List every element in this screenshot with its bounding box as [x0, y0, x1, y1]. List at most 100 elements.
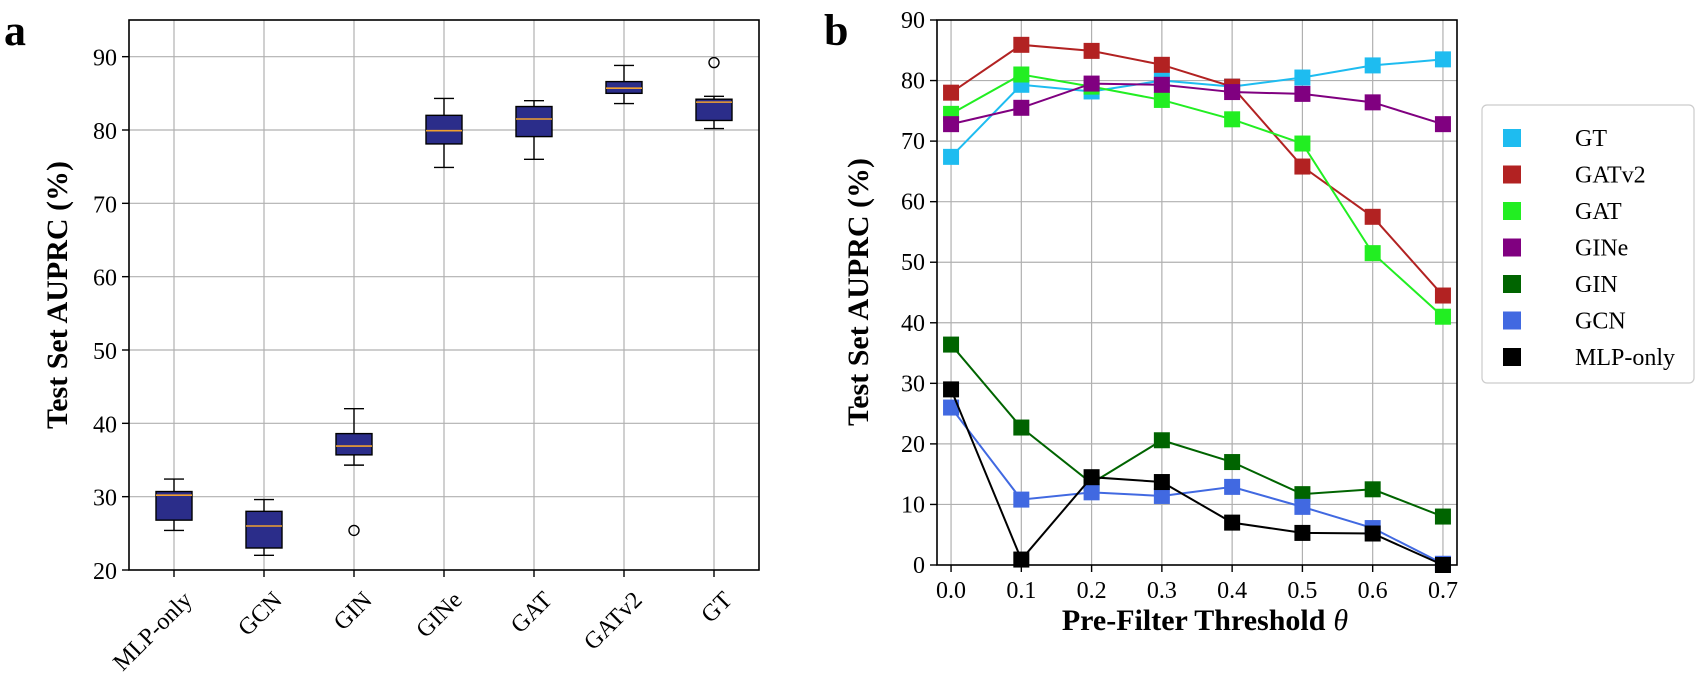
box-body	[515, 105, 553, 138]
y-tick-label: 70	[93, 192, 117, 218]
data-point	[1434, 508, 1451, 525]
legend-swatch	[1503, 348, 1521, 366]
legend-item-gcn: GCN	[1503, 309, 1626, 335]
box-mlp-only	[155, 478, 193, 532]
data-point	[1294, 524, 1311, 541]
panel-a-boxes	[155, 56, 733, 557]
y-tick-label: 40	[93, 412, 117, 438]
data-point	[1434, 308, 1451, 325]
data-point	[1153, 432, 1170, 449]
series-gcn	[943, 399, 1451, 572]
data-point	[1224, 111, 1241, 128]
series-line	[950, 58, 1444, 158]
panel-a-y-axis-title: Test Set AUPRC (%)	[41, 161, 74, 429]
data-point	[1224, 478, 1241, 495]
legend-frame	[1481, 104, 1695, 384]
outlier-point	[348, 524, 360, 537]
legend-swatch	[1503, 311, 1521, 330]
y-tick-label: 20	[93, 559, 117, 585]
data-point	[1153, 91, 1170, 108]
y-tick-label: 40	[901, 311, 925, 337]
box-gatv2	[605, 64, 643, 105]
legend-swatch	[1503, 165, 1521, 184]
box-body	[155, 490, 193, 521]
panel-b-x-axis-title: Pre-Filter Threshold θ	[1062, 604, 1349, 637]
series-gt	[943, 51, 1451, 165]
data-point	[1364, 481, 1381, 498]
y-tick-label: 30	[901, 371, 925, 397]
data-point	[1364, 208, 1381, 225]
panel-b-y-ticks: 0 10 20 30 40 50 60 70 80 90	[901, 8, 937, 579]
data-point	[1294, 135, 1311, 152]
data-point	[1434, 51, 1451, 68]
data-point	[1294, 498, 1311, 515]
data-point	[1153, 56, 1170, 73]
panel-b-x-ticks: 0.0 0.1 0.2 0.3 0.4 0.5 0.6 0.7	[936, 565, 1458, 604]
data-point	[1153, 76, 1170, 93]
box-body	[335, 432, 373, 456]
data-point	[1013, 419, 1030, 436]
data-point	[1364, 94, 1381, 111]
legend-label: GT	[1575, 126, 1607, 152]
data-point	[1013, 36, 1030, 53]
series-line	[950, 343, 1444, 518]
series-line	[950, 82, 1444, 126]
data-point	[1083, 75, 1100, 92]
y-tick-label: 90	[93, 46, 117, 72]
legend-swatch	[1503, 275, 1521, 293]
legend-item-gt: GT	[1503, 126, 1607, 152]
panel-b-y-axis-title: Test Set AUPRC (%)	[842, 158, 875, 426]
panel-b-x-axis-title-text: Pre-Filter Threshold	[1062, 604, 1326, 637]
panel-b-x-axis-theta: θ	[1333, 604, 1348, 637]
legend-label: GAT	[1575, 199, 1622, 225]
legend-label: GCN	[1575, 309, 1626, 335]
legend-item-mlp-only: MLP-only	[1503, 345, 1675, 371]
legend-item-gin: GIN	[1503, 272, 1618, 298]
legend-label: MLP-only	[1575, 345, 1675, 371]
y-tick-label: 60	[901, 190, 925, 216]
data-point	[1013, 491, 1030, 508]
outlier-point	[708, 56, 720, 69]
data-point	[1224, 454, 1241, 471]
data-point	[1364, 525, 1381, 542]
series-line	[950, 73, 1444, 318]
legend-swatch	[1503, 202, 1521, 220]
x-tick-label: GATv2	[579, 587, 647, 655]
y-tick-label: 10	[901, 492, 925, 518]
x-tick-label: GIN	[329, 587, 378, 636]
y-tick-label: 60	[93, 266, 117, 292]
data-point	[1294, 486, 1311, 503]
y-tick-label: 50	[901, 250, 925, 276]
x-tick-label: MLP-only	[108, 587, 197, 676]
data-point	[1013, 551, 1030, 568]
panel-b-series	[943, 36, 1451, 573]
panel-b-legend: GT GATv2 GAT GINe GIN GCN MLP-only	[1481, 104, 1695, 384]
data-point	[1434, 116, 1451, 133]
x-tick-label: 0.2	[1077, 578, 1107, 604]
data-point	[943, 116, 960, 133]
x-tick-label: 0.6	[1358, 578, 1388, 604]
legend-label: GINe	[1575, 236, 1628, 262]
box-gin	[335, 407, 373, 537]
legend-item-gat: GAT	[1503, 199, 1622, 225]
panel-a-y-ticks: 20 30 40 50 60 70 80 90	[93, 46, 129, 585]
legend-label: GIN	[1575, 272, 1618, 298]
data-point	[1294, 158, 1311, 175]
legend-label: GATv2	[1575, 163, 1646, 189]
legend-item-gine: GINe	[1503, 236, 1628, 262]
x-tick-label: GT	[697, 587, 738, 628]
y-tick-label: 80	[93, 119, 117, 145]
box-gine	[425, 97, 463, 169]
series-line	[950, 43, 1444, 297]
y-tick-label: 30	[93, 486, 117, 512]
series-line	[950, 406, 1444, 565]
data-point	[1013, 66, 1030, 83]
data-point	[1083, 42, 1100, 59]
x-tick-label: 0.0	[936, 578, 966, 604]
x-tick-label: 0.1	[1006, 578, 1036, 604]
y-tick-label: 50	[93, 339, 117, 365]
data-point	[1294, 85, 1311, 102]
panel-a-boxplot: a 20 30 40 50 60 70 80 90 MLP-only GCN GIN GINe GAT…	[4, 6, 760, 676]
y-tick-label: 90	[901, 8, 925, 34]
box-body	[695, 98, 733, 122]
